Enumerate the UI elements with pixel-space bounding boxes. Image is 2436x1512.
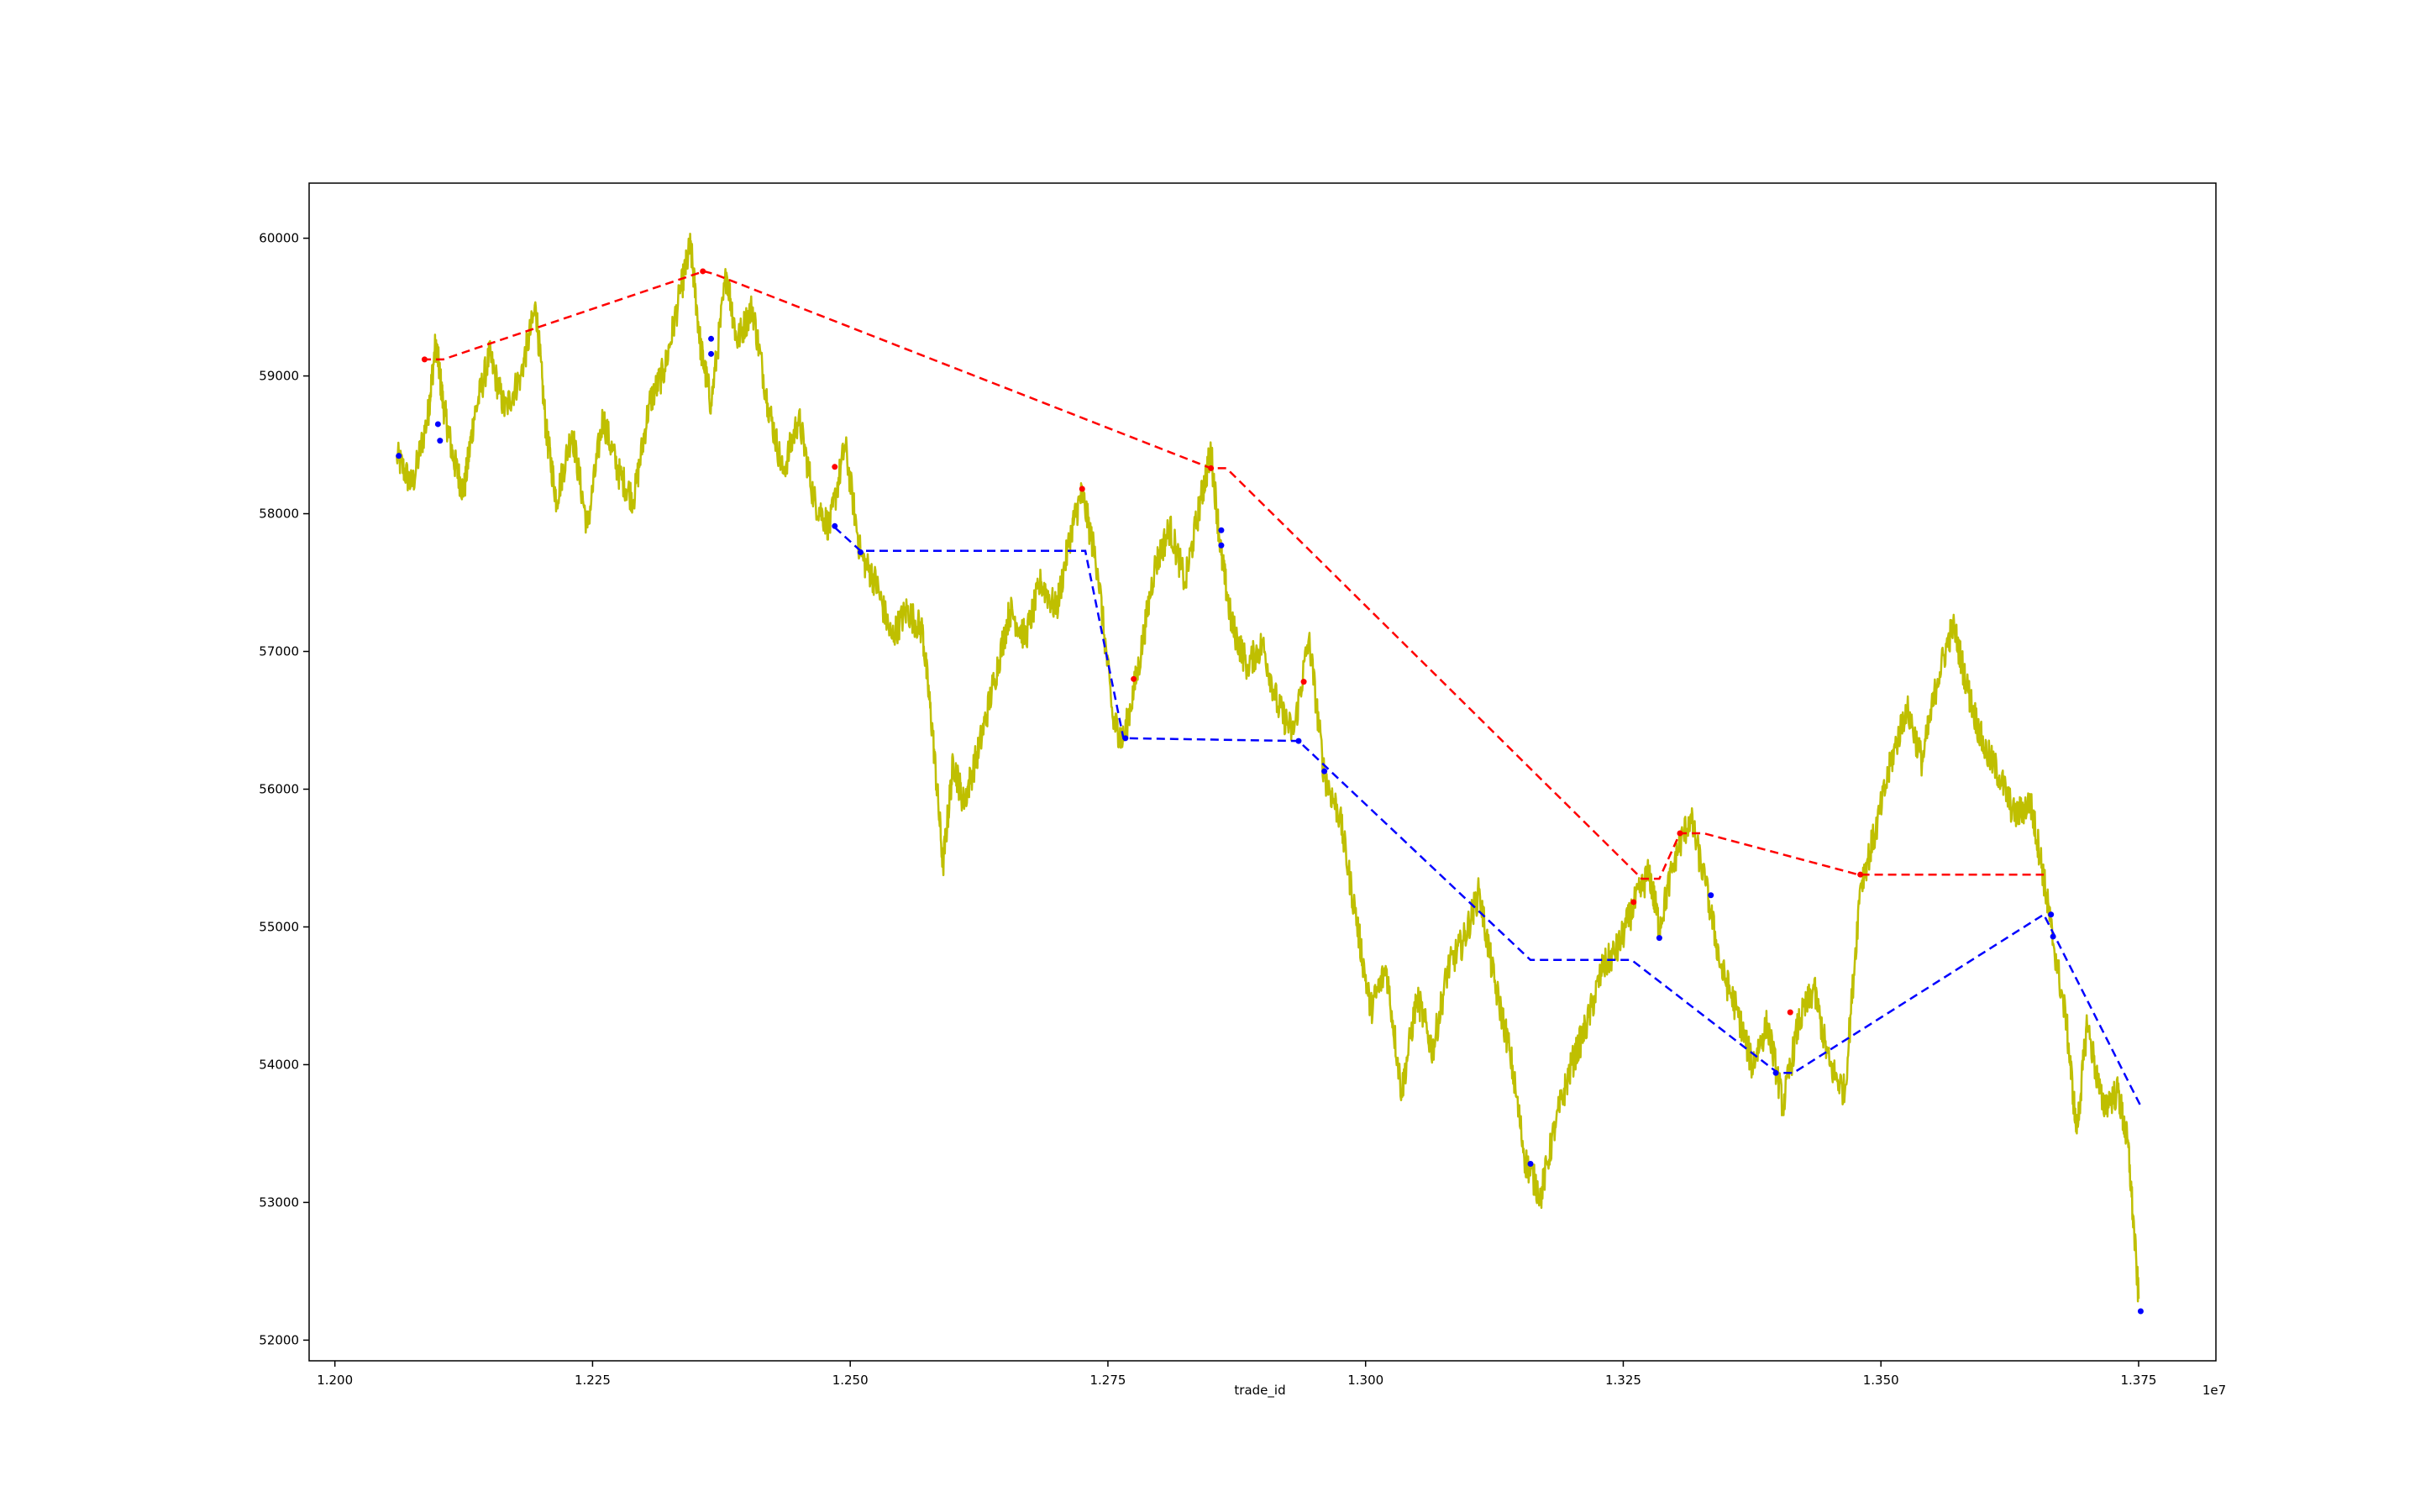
y-tick-label: 60000: [259, 231, 299, 246]
buy-marker: [2048, 911, 2055, 918]
buy-marker: [857, 549, 864, 555]
x-offset-label: 1e7: [2202, 1383, 2226, 1398]
y-tick-label: 54000: [259, 1057, 299, 1072]
plot-frame: [308, 182, 2217, 1362]
price-series-line: [396, 233, 2140, 1303]
buy-marker: [1656, 935, 1662, 942]
y-tick-label: 53000: [259, 1194, 299, 1210]
sell-marker: [1787, 1009, 1793, 1016]
y-tick-label: 58000: [259, 507, 299, 522]
x-tick-label: 1.300: [1347, 1373, 1383, 1388]
x-tick-label: 1.350: [1863, 1373, 1899, 1388]
buy-marker: [1527, 1161, 1534, 1168]
buy-marker: [1122, 735, 1129, 742]
sell-marker: [1857, 871, 1864, 878]
axes: 1.200 1.225 1.250 1.275 1.300 1.325 1.350 1.375…: [259, 182, 2217, 1388]
sell-marker: [1300, 679, 1307, 685]
sell-marker: [1630, 899, 1637, 906]
x-tick-label: 1.375: [2120, 1373, 2156, 1388]
x-tick-label: 1.275: [1089, 1373, 1126, 1388]
buy-marker: [1218, 527, 1225, 533]
plot-content: [396, 233, 2144, 1315]
sell-marker: [1131, 675, 1137, 682]
x-tick-label: 1.225: [575, 1373, 611, 1388]
buy-marker: [1295, 738, 1302, 744]
y-tick-label: 56000: [259, 781, 299, 796]
sell-marker: [1208, 465, 1215, 471]
sell-marker: [1677, 830, 1683, 837]
buy-marker: [434, 421, 441, 428]
sell-marker: [832, 464, 838, 470]
buy-marker: [2137, 1308, 2144, 1315]
buy-marker: [1772, 1069, 1779, 1076]
x-tick-label: 1.200: [317, 1373, 353, 1388]
x-axis-label: trade_id: [1234, 1383, 1285, 1399]
buy-marker: [396, 453, 402, 459]
buy-marker: [2050, 933, 2056, 940]
y-tick-label: 52000: [259, 1332, 299, 1347]
y-tick-label: 57000: [259, 644, 299, 659]
buy-marker: [1218, 542, 1225, 549]
buy-marker: [1708, 892, 1714, 899]
sell-marker: [700, 268, 706, 275]
sell-marker: [421, 356, 428, 363]
plot-area: [396, 233, 2144, 1315]
buy-marker: [708, 350, 715, 357]
support-series-line: [833, 526, 2142, 1107]
x-tick-label: 1.250: [832, 1373, 869, 1388]
buy-marker: [832, 522, 838, 529]
y-tick-label: 59000: [259, 369, 299, 384]
y-tick-label: 55000: [259, 919, 299, 934]
buy-marker: [437, 438, 444, 444]
buy-marker: [1321, 768, 1328, 774]
sell-marker: [1079, 486, 1085, 492]
buy-marker: [708, 335, 715, 342]
resistance-series-line: [423, 270, 2045, 880]
x-tick-label: 1.325: [1605, 1373, 1641, 1388]
